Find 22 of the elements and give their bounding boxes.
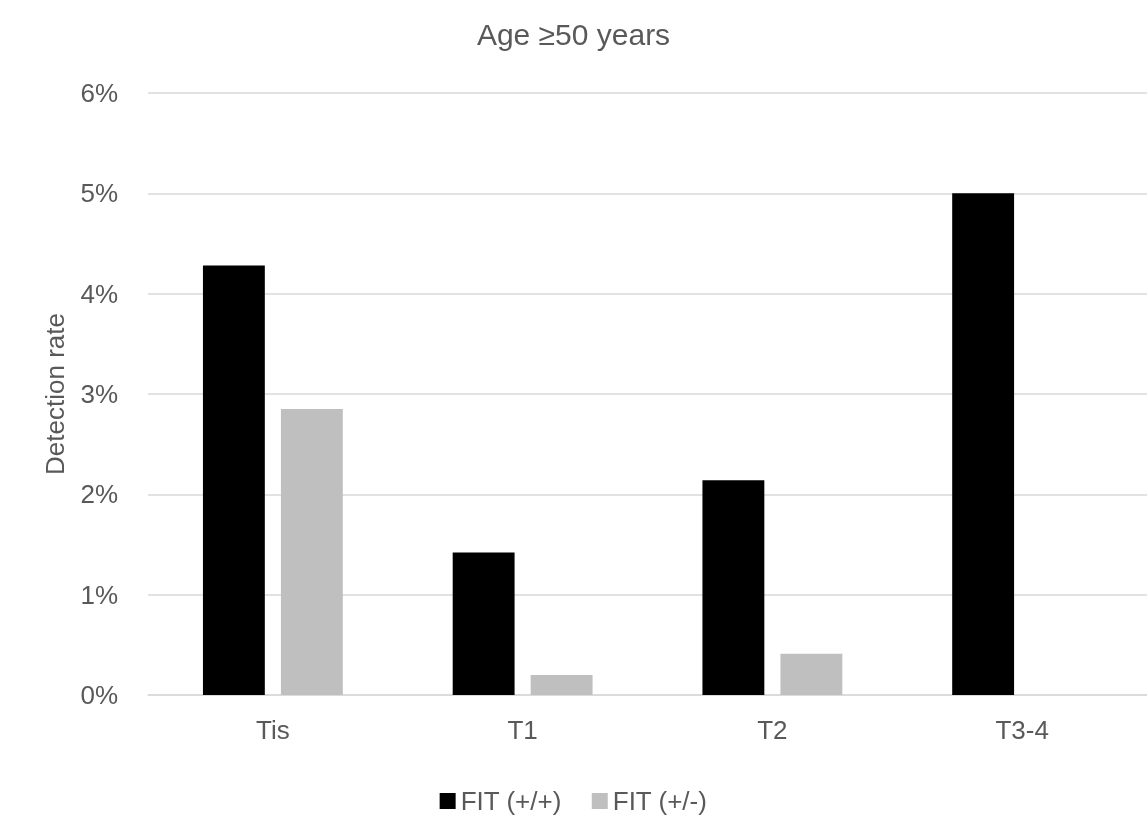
x-tick-label: T3-4 [995, 715, 1049, 745]
y-tick-label: 6% [80, 78, 118, 108]
bar [280, 409, 343, 695]
bar [702, 480, 765, 695]
bar [452, 552, 515, 695]
y-tick-label: 1% [80, 579, 118, 610]
bar [202, 265, 265, 695]
y-tick-label: 5% [80, 178, 118, 209]
bar [952, 193, 1015, 695]
y-tick-label: 0% [80, 680, 118, 710]
bar [530, 674, 593, 695]
x-tick-label: T2 [757, 715, 788, 745]
y-axis-title: Detection rate [40, 313, 70, 475]
y-tick-label: 3% [80, 379, 118, 409]
y-tick-label: 4% [80, 278, 118, 309]
chart-title: Age ≥50 years [476, 17, 671, 51]
y-tick-label: 2% [80, 479, 118, 510]
x-tick-label: T1 [507, 715, 538, 745]
legend-label: FIT (+/-) [612, 786, 707, 816]
legend-label: FIT (+/+) [460, 786, 562, 816]
bar [780, 653, 843, 695]
x-tick-label: Tis [256, 715, 290, 745]
